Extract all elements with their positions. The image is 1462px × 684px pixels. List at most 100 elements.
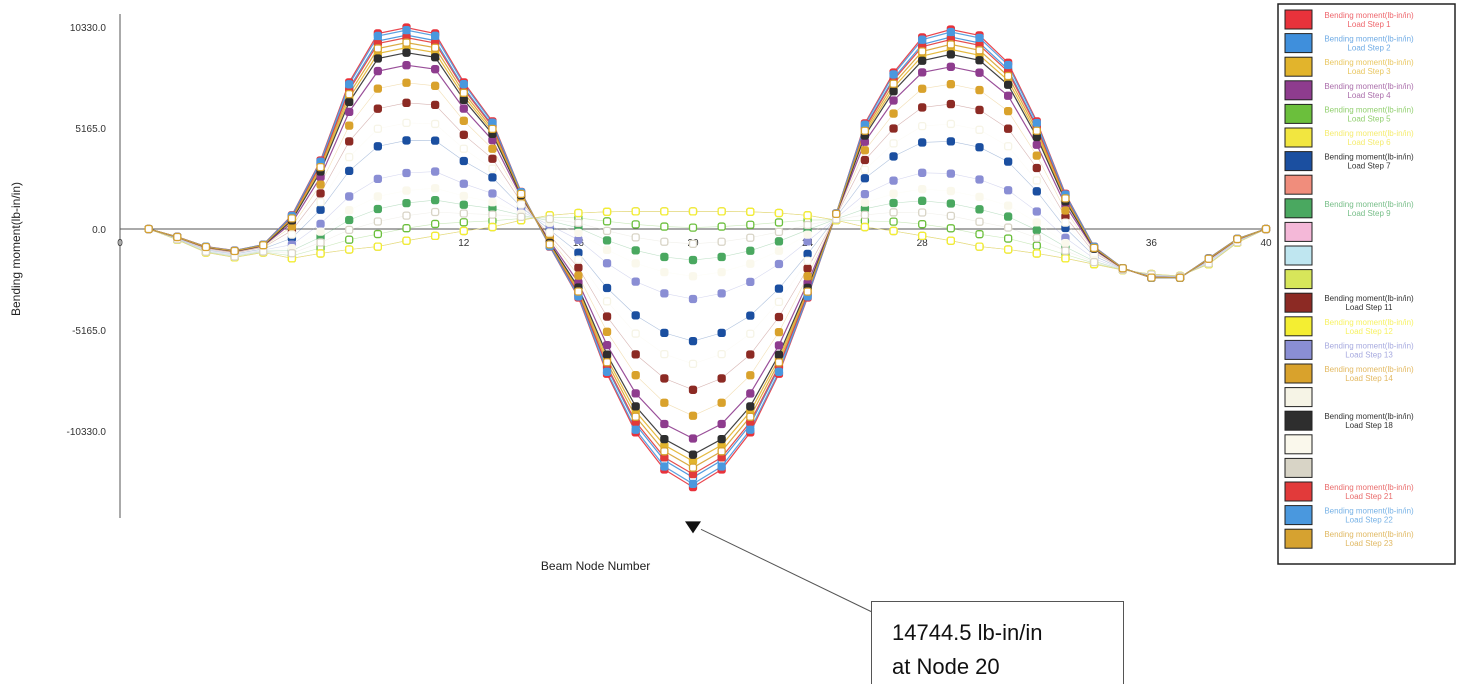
data-point (602, 226, 612, 235)
legend-swatch (1284, 434, 1313, 455)
data-point (631, 389, 640, 398)
data-point (1032, 207, 1041, 216)
data-point (459, 209, 468, 218)
data-point (803, 220, 812, 230)
data-point (402, 98, 411, 107)
data-point (459, 79, 468, 89)
data-point (889, 198, 898, 208)
series-line (148, 199, 1267, 277)
data-point (287, 230, 297, 239)
data-point (574, 255, 583, 264)
series-line (148, 171, 1267, 300)
data-point (631, 246, 640, 255)
data-point (918, 121, 927, 131)
data-point (975, 175, 984, 184)
data-point (975, 85, 984, 95)
series-line (148, 211, 1267, 277)
data-point (1032, 151, 1041, 160)
data-point (946, 27, 955, 37)
series-line (148, 26, 1267, 488)
data-point (316, 227, 325, 236)
data-point (230, 246, 239, 256)
data-point (889, 124, 898, 133)
data-point (889, 79, 898, 88)
legend-label: Bending moment(lb-in/in) (1324, 294, 1414, 303)
series-line (148, 36, 1267, 475)
data-point (488, 210, 497, 219)
data-point (402, 25, 411, 35)
data-point (430, 184, 440, 193)
series-line (148, 102, 1267, 391)
data-point (688, 207, 698, 216)
data-point (1032, 176, 1041, 185)
data-point (602, 297, 612, 306)
data-point (459, 218, 468, 227)
data-point (602, 327, 612, 336)
data-point (373, 142, 383, 151)
data-point (373, 84, 383, 93)
data-point (717, 328, 726, 338)
data-point (803, 211, 812, 220)
data-point (1004, 212, 1013, 221)
data-point (1004, 106, 1013, 116)
legend-swatch (1284, 245, 1313, 266)
data-point (717, 349, 726, 359)
legend-swatch (1284, 457, 1313, 478)
data-point (316, 189, 325, 198)
data-point (1032, 118, 1041, 128)
legend-label: Load Step 11 (1345, 303, 1393, 312)
data-point (746, 220, 755, 229)
data-point (1233, 234, 1242, 244)
data-point (373, 66, 383, 76)
x-tick-label: 0 (117, 238, 123, 249)
data-point (1004, 60, 1013, 70)
data-point (746, 350, 755, 359)
data-point (660, 252, 669, 262)
data-point (746, 207, 755, 216)
data-point (889, 109, 898, 118)
data-point (1147, 273, 1156, 282)
data-point (459, 179, 468, 188)
data-point (918, 168, 927, 177)
data-point (430, 31, 440, 40)
data-point (946, 137, 955, 146)
x-tick-label: 40 (1260, 238, 1272, 249)
data-point (631, 277, 640, 286)
series-lines (148, 26, 1267, 488)
data-point (946, 40, 955, 49)
data-point (889, 139, 898, 148)
data-point (946, 119, 955, 129)
legend-label: Load Step 5 (1347, 114, 1391, 123)
data-point (975, 192, 984, 202)
data-point (402, 48, 411, 57)
legend-swatch (1284, 174, 1313, 195)
legend-swatch (1284, 198, 1313, 219)
legend-swatch (1284, 221, 1313, 242)
legend-label: Load Step 13 (1345, 350, 1393, 359)
data-point (430, 207, 440, 217)
data-point (488, 222, 497, 232)
data-point (488, 154, 497, 163)
data-point (803, 249, 812, 259)
data-point (373, 204, 383, 214)
data-point (975, 217, 984, 226)
data-point (373, 192, 383, 201)
data-point (1004, 223, 1013, 232)
data-point (602, 350, 612, 359)
data-point (602, 245, 612, 255)
data-point (1004, 157, 1013, 166)
data-point (373, 174, 383, 184)
data-point (345, 107, 354, 116)
data-point (717, 252, 726, 262)
data-point (889, 70, 898, 79)
data-point (946, 236, 955, 245)
series-line (148, 52, 1267, 456)
data-point (688, 385, 698, 394)
annotation-value: 14744.5 lb-in/in (892, 620, 1043, 645)
legend-label: Bending moment(lb-in/in) (1324, 507, 1414, 516)
data-point (574, 208, 583, 218)
data-point (631, 350, 640, 359)
data-point (975, 46, 984, 55)
data-point (345, 137, 354, 146)
data-point (746, 425, 755, 434)
